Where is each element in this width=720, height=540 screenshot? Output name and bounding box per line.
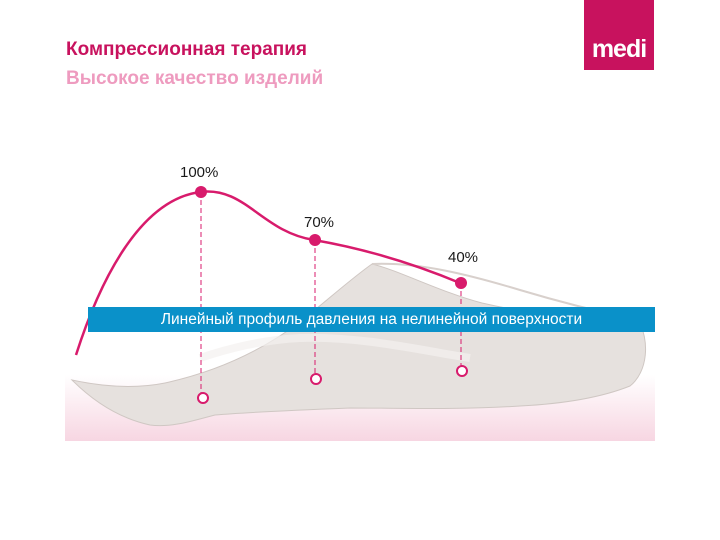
leg-silhouette (70, 263, 647, 427)
leg-knee-line (198, 333, 471, 362)
contact-point-100 (197, 392, 209, 404)
curve-marker-70 (309, 234, 321, 246)
curve-marker-100 (195, 186, 207, 198)
title-subtitle: Высокое качество изделий (66, 68, 324, 89)
percent-label-70: 70% (304, 214, 335, 231)
curve-marker-40 (455, 277, 467, 289)
title-main: Компрессионная терапия (66, 39, 307, 60)
pressure-curve (74, 190, 461, 356)
percent-label-100: 100% (180, 164, 219, 181)
logo-text: medi (591, 35, 647, 63)
percent-label-40: 40% (448, 249, 479, 266)
pressure-profile-banner: Линейный профиль давления на нелинейной … (88, 307, 655, 332)
contact-point-40 (456, 365, 468, 377)
page-title: Компрессионная терапия Высокое качество … (66, 38, 323, 90)
medi-logo: medi (584, 0, 654, 70)
contact-point-70 (310, 373, 322, 385)
